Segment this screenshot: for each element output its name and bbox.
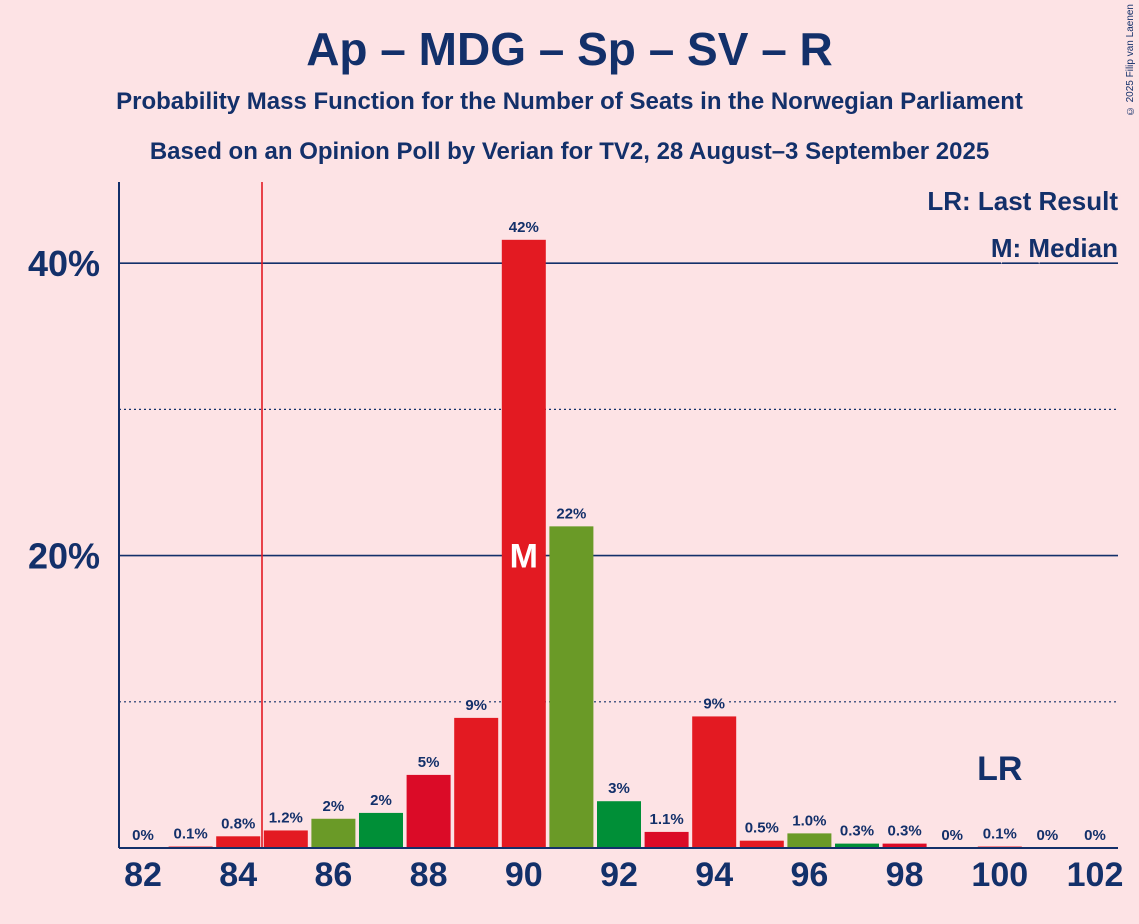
- bar-label-92: 3%: [608, 780, 630, 797]
- last-result-label: LR: [977, 750, 1022, 788]
- x-tick-label: 86: [314, 856, 352, 894]
- bar-89: [454, 717, 499, 848]
- bar-85: [263, 830, 308, 848]
- chart-subtitle-source: Based on an Opinion Poll by Verian for T…: [149, 138, 990, 165]
- x-tick-label: 92: [600, 856, 638, 894]
- bar-label-87: 2%: [370, 792, 392, 809]
- median-marker: M: [510, 538, 538, 576]
- bar-84: [216, 836, 261, 848]
- bar-label-102: 0%: [1084, 827, 1106, 844]
- bar-label-94: 9%: [703, 695, 725, 712]
- legend-last-result: LR: Last Result: [927, 186, 1118, 216]
- x-tick-label: 82: [124, 856, 162, 894]
- bar-94: [692, 716, 737, 848]
- bar-98: [882, 843, 927, 848]
- x-tick-label: 94: [695, 856, 733, 894]
- x-tick-label: 90: [505, 856, 543, 894]
- bar-92: [597, 801, 641, 848]
- bar-label-85: 1.2%: [269, 809, 303, 826]
- bar-label-96: 1.0%: [792, 812, 826, 829]
- bar-label-99: 0%: [941, 827, 963, 844]
- y-tick-label: 20%: [28, 536, 100, 577]
- y-tick-label: 40%: [28, 243, 100, 284]
- chart-subtitle: Probability Mass Function for the Number…: [116, 88, 1023, 115]
- x-tick-label: 100: [971, 856, 1028, 894]
- bar-label-100: 0.1%: [983, 826, 1017, 843]
- bar-label-86: 2%: [323, 798, 345, 815]
- bar-label-93: 1.1%: [649, 811, 683, 828]
- x-tick-label: 88: [410, 856, 448, 894]
- chart-title: Ap – MDG – Sp – SV – R: [306, 23, 833, 75]
- bar-87: [359, 812, 403, 848]
- legend-median: M: Median: [991, 233, 1118, 263]
- bar-label-95: 0.5%: [745, 820, 779, 837]
- x-tick-label: 98: [886, 856, 924, 894]
- bar-label-97: 0.3%: [840, 823, 874, 840]
- bar-label-101: 0%: [1037, 827, 1059, 844]
- bar-88: [406, 774, 451, 848]
- x-tick-label: 84: [219, 856, 257, 894]
- bar-97: [835, 843, 879, 848]
- bar-label-98: 0.3%: [887, 823, 921, 840]
- bar-label-88: 5%: [418, 754, 440, 771]
- bar-93: [644, 831, 689, 848]
- x-tick-label: 102: [1067, 856, 1124, 894]
- bar-label-89: 9%: [465, 697, 487, 714]
- bar-96: [787, 833, 832, 848]
- bar-label-83: 0.1%: [173, 826, 207, 843]
- bar-label-82: 0%: [132, 827, 154, 844]
- x-tick-label: 96: [790, 856, 828, 894]
- bar-90: [501, 239, 546, 849]
- bar-label-90: 42%: [509, 219, 539, 236]
- bar-91: [549, 526, 594, 848]
- bar-label-91: 22%: [556, 505, 586, 522]
- bar-95: [739, 840, 784, 848]
- bar-label-84: 0.8%: [221, 815, 255, 832]
- bar-86: [311, 818, 356, 848]
